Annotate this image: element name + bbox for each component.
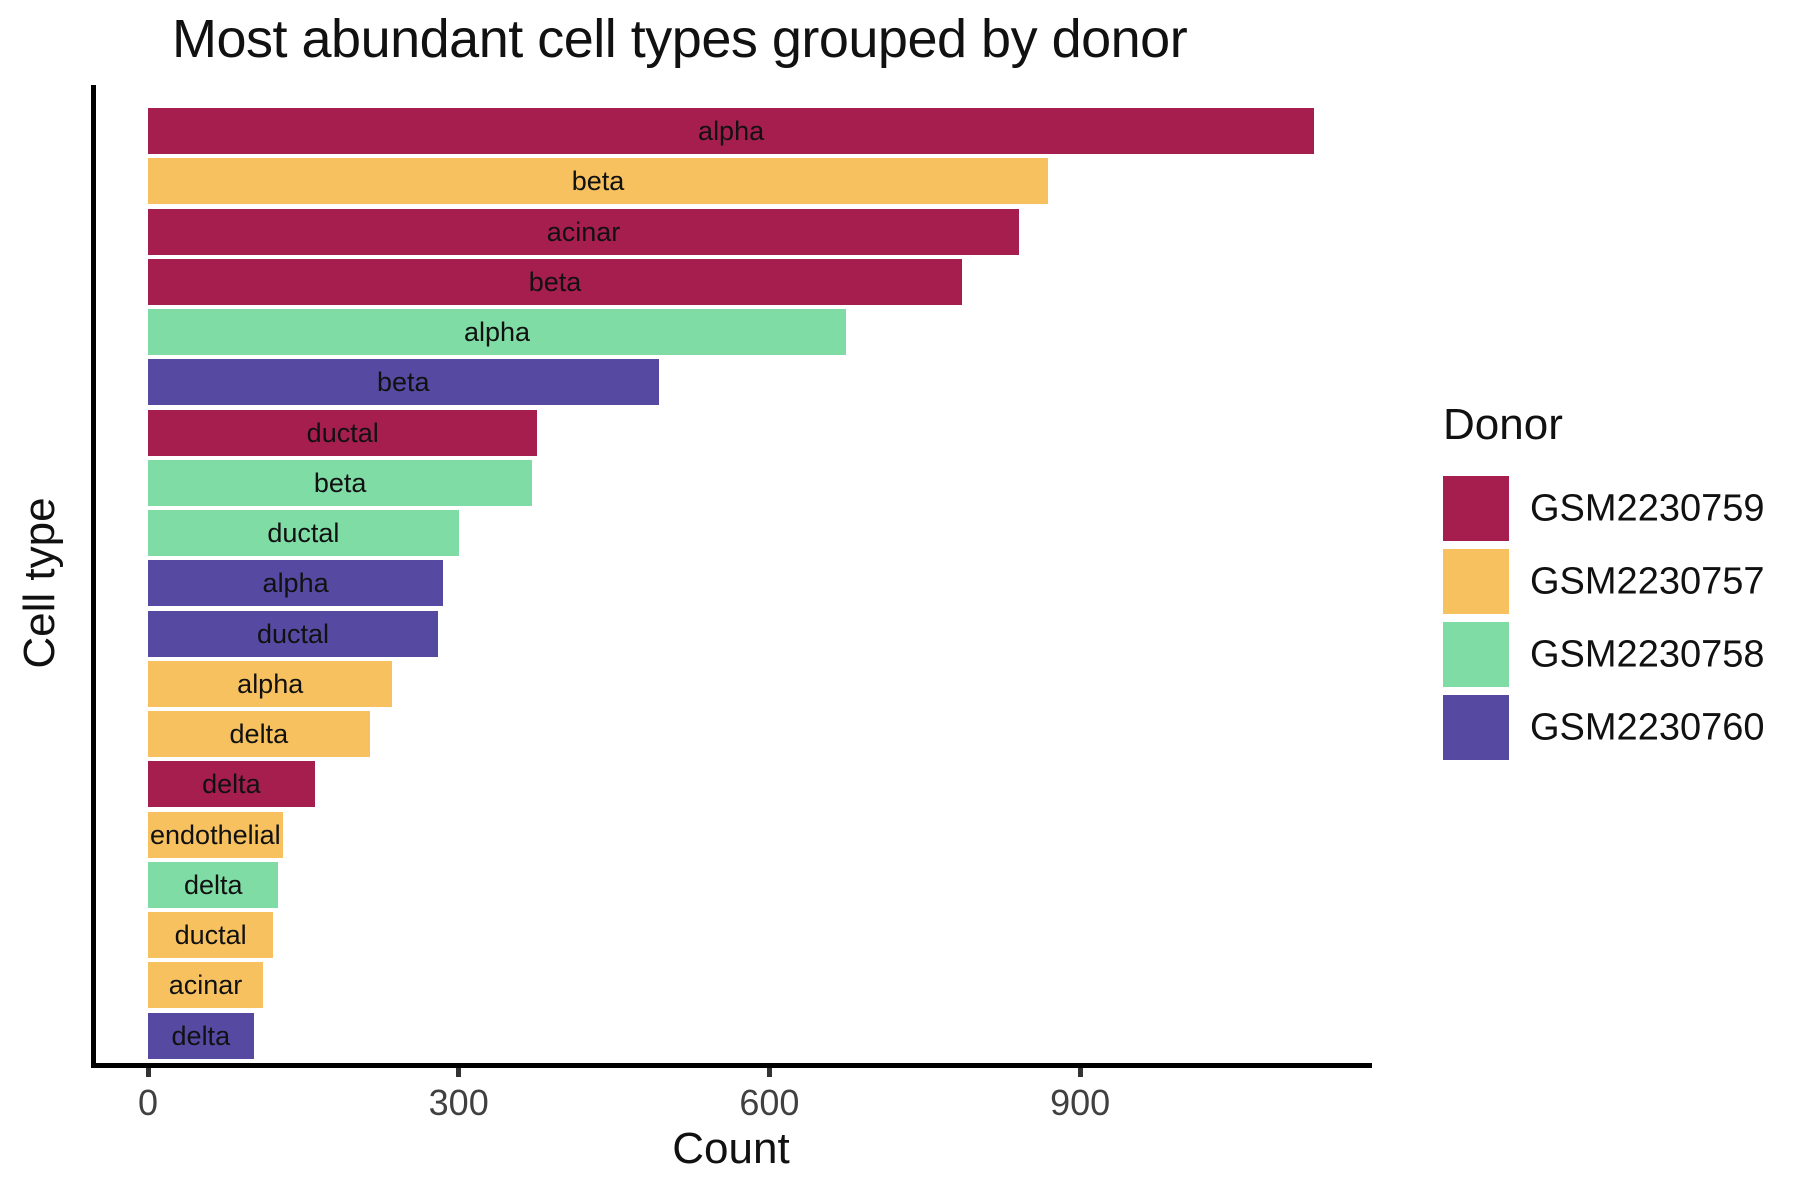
y-axis-line [91, 85, 96, 1068]
legend-label: GSM2230760 [1530, 706, 1765, 748]
bar-alpha-GSM2230759: alpha [148, 108, 1315, 154]
bar-beta-GSM2230759: beta [148, 258, 963, 305]
bar-value-label: ductal [256, 618, 330, 649]
x-axis-line [91, 1063, 1372, 1068]
bar-value-label: beta [377, 367, 430, 398]
chart-title: Most abundant cell types grouped by dono… [172, 9, 1188, 69]
legend-swatch-GSM2230757 [1443, 549, 1509, 614]
bar-value-label: delta [183, 869, 243, 900]
bar-alpha-GSM2230758: alpha [148, 309, 847, 356]
bar-value-label: beta [528, 266, 582, 297]
bar-value-label: ductal [267, 518, 340, 549]
bar-value-label: acinar [546, 216, 621, 247]
legend-swatch-GSM2230760 [1443, 695, 1509, 760]
bar-delta-GSM2230760: delta [148, 1012, 254, 1059]
bar-ductal-GSM2230759: ductal [148, 409, 538, 456]
legend-label: GSM2230758 [1530, 633, 1765, 675]
x-tick-mark-600 [766, 1068, 772, 1077]
bar-ductal-GSM2230758: ductal [148, 510, 459, 557]
legend-item-GSM2230757: GSM2230757 [1443, 549, 1765, 614]
bar-delta-GSM2230759: delta [148, 761, 315, 808]
x-tick-label-600: 600 [739, 1082, 800, 1123]
legend-item-GSM2230760: GSM2230760 [1443, 695, 1765, 760]
bar-value-label: delta [229, 719, 289, 750]
bar-value-label: delta [171, 1020, 231, 1051]
x-tick-mark-0 [145, 1068, 151, 1077]
x-tick-label-300: 300 [428, 1082, 489, 1123]
bar-delta-GSM2230757: delta [148, 711, 370, 758]
legend-swatch-GSM2230759 [1443, 476, 1509, 541]
x-tick-mark-900 [1077, 1068, 1083, 1077]
legend-label: GSM2230757 [1530, 560, 1765, 602]
bar-alpha-GSM2230757: alpha [148, 660, 393, 707]
bar-value-label: alpha [237, 668, 304, 699]
bar-endothelial-GSM2230757: endothelial [148, 811, 283, 858]
bar-value-label: alpha [463, 317, 531, 348]
bar-value-label: delta [202, 769, 261, 800]
legend-swatch-GSM2230758 [1443, 622, 1509, 687]
bar-value-label: beta [571, 166, 625, 197]
bar-ductal-GSM2230760: ductal [148, 610, 438, 657]
bar-value-label: alpha [262, 568, 329, 599]
bar-beta-GSM2230758: beta [148, 459, 533, 506]
legend-item-GSM2230759: GSM2230759 [1443, 476, 1765, 541]
x-tick-label-0: 0 [137, 1082, 159, 1123]
bar-value-label: ductal [174, 920, 247, 951]
bar-acinar-GSM2230759: acinar [148, 208, 1020, 255]
legend-label: GSM2230759 [1530, 487, 1765, 529]
bar-value-label: alpha [698, 116, 765, 146]
bar-alpha-GSM2230760: alpha [148, 560, 444, 607]
legend-item-GSM2230758: GSM2230758 [1443, 622, 1765, 687]
x-axis-title: Count [672, 1124, 790, 1173]
legend-title: Donor [1443, 400, 1563, 449]
bar-beta-GSM2230757: beta [148, 158, 1049, 205]
bar-beta-GSM2230760: beta [148, 359, 659, 406]
bar-value-label: ductal [306, 417, 379, 448]
legend: Donor GSM2230759 GSM2230757 GSM2230758 GSM2… [1443, 400, 1765, 760]
bar-ductal-GSM2230757: ductal [148, 912, 274, 959]
x-tick-mark-300 [456, 1068, 462, 1077]
y-axis-title: Cell type [15, 497, 64, 669]
bar-value-label: acinar [168, 970, 243, 1001]
x-tick-label-900: 900 [1050, 1082, 1111, 1123]
bar-acinar-GSM2230757: acinar [148, 962, 263, 1009]
bar-value-label: endothelial [150, 819, 281, 850]
bar-delta-GSM2230758: delta [148, 861, 279, 908]
bar-value-label: beta [313, 467, 367, 498]
